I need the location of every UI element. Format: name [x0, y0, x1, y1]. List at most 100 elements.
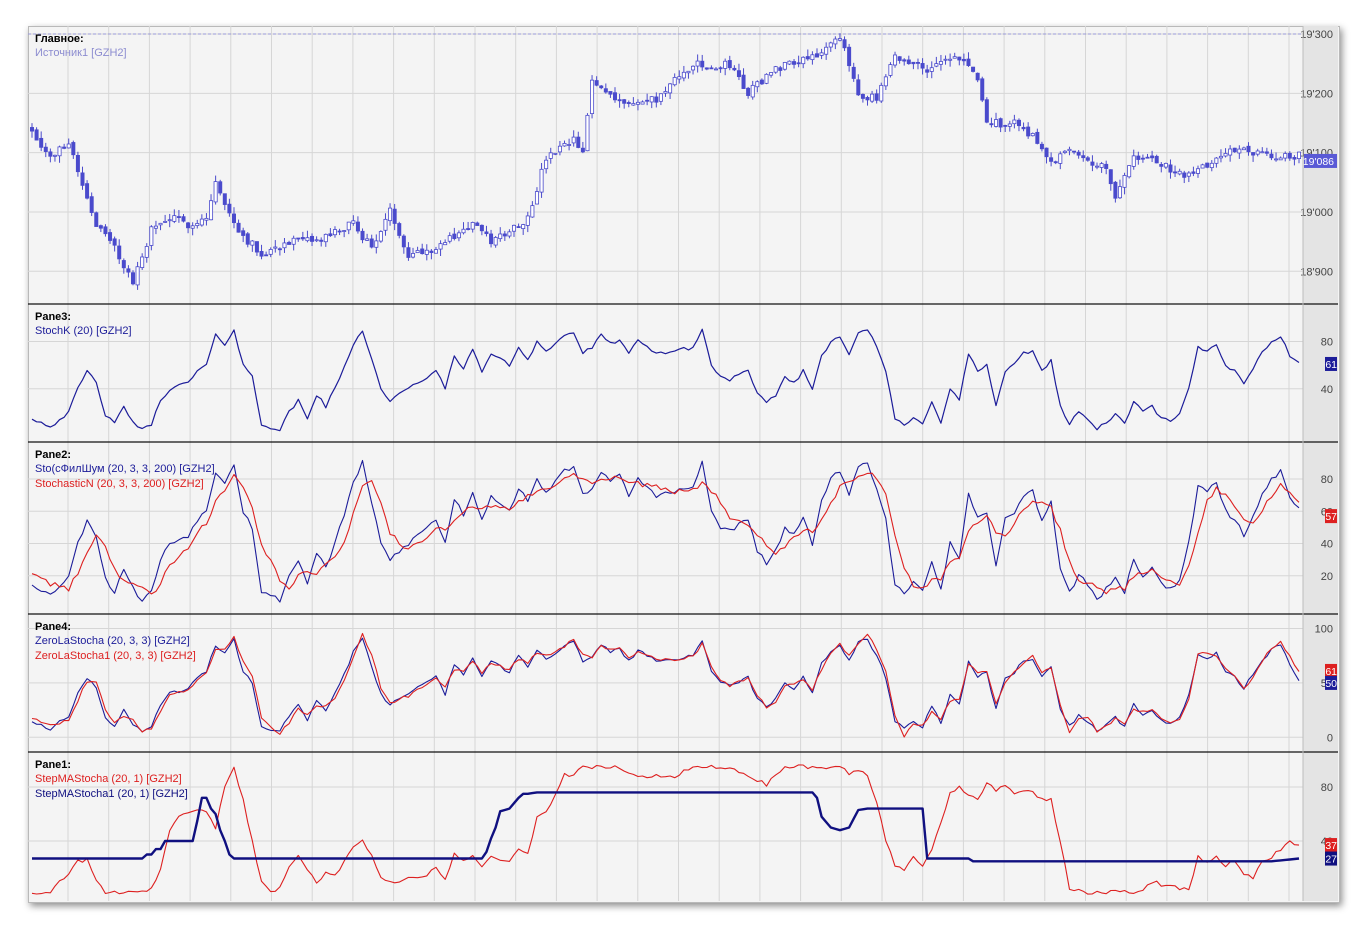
candle-body: [1136, 155, 1141, 160]
candle-body: [590, 79, 595, 114]
chart-canvas: 18'90019'00019'10019'20019'30019'086Глав…: [28, 26, 1338, 901]
candle-body: [691, 65, 696, 71]
pane-title: Pane3:: [35, 311, 71, 323]
candle-body: [833, 38, 838, 45]
candle-body: [1159, 164, 1164, 167]
series-line-sto-20-3-3-200-gzh2: [31, 459, 1300, 603]
legend-entry: StepMAStocha1 (20, 1) [GZH2]: [35, 788, 188, 800]
candle-body: [342, 230, 347, 232]
candle-body: [346, 221, 351, 231]
candle-body: [764, 73, 769, 84]
candle-body: [1049, 157, 1054, 162]
y-tick-label: 0: [1327, 732, 1333, 744]
y-tick-label: 80: [1321, 782, 1333, 794]
y-tick-label: 19'200: [1300, 88, 1333, 100]
candle-body: [870, 93, 875, 102]
candle-body: [672, 77, 677, 86]
candle-body: [1274, 158, 1279, 161]
candle-body: [732, 67, 737, 71]
candle-body: [755, 81, 760, 88]
candle-body: [1191, 171, 1196, 174]
candle-body: [906, 59, 911, 65]
candle-body: [406, 247, 411, 258]
series-line-stochasticn-20-3-3-200-gzh2: [31, 472, 1300, 595]
candle-body: [1232, 147, 1237, 153]
candle-body: [530, 205, 535, 218]
candle-body: [879, 84, 884, 102]
candle-body: [893, 54, 898, 66]
candle-body: [640, 101, 645, 105]
candle-body: [544, 159, 549, 170]
candle-body: [1168, 164, 1173, 173]
legend-entry: StochK (20) [GZH2]: [35, 325, 132, 337]
candle-body: [186, 222, 191, 229]
candle-body: [172, 215, 177, 222]
candle-body: [1246, 145, 1251, 153]
y-tick-label: 20: [1321, 571, 1333, 583]
candle-body: [599, 85, 604, 89]
candle-body: [1012, 119, 1017, 125]
candle-body: [557, 145, 562, 153]
candle-body: [888, 64, 893, 76]
candle-body: [337, 230, 342, 233]
candle-body: [254, 241, 259, 253]
candle-body: [865, 97, 870, 101]
candle-body: [466, 228, 471, 230]
candle-body: [484, 231, 489, 235]
y-axis-strip: [1303, 304, 1338, 442]
candle-body: [741, 74, 746, 89]
candle-body: [1278, 157, 1283, 161]
candle-body: [1223, 153, 1228, 157]
candle-body: [805, 56, 810, 60]
last-value-label: 27: [1325, 854, 1337, 866]
candle-body: [1122, 175, 1127, 188]
candle-body: [420, 248, 425, 255]
pane-title: Pane1:: [35, 759, 71, 771]
candle-body: [1186, 172, 1191, 177]
candle-body: [576, 136, 581, 148]
candle-body: [718, 67, 723, 70]
candle-body: [686, 70, 691, 74]
pane-pane1: 40803727Pane1:StepMAStocha (20, 1) [GZH2…: [28, 751, 1338, 901]
candle-body: [1081, 155, 1086, 159]
candle-body: [360, 230, 365, 241]
candle-body: [52, 154, 57, 157]
candle-body: [1228, 148, 1233, 156]
legend-entry: StochasticN (20, 3, 3, 200) [GZH2]: [35, 478, 204, 490]
last-value-badge: [1304, 153, 1337, 168]
candle-body: [773, 66, 778, 73]
candle-body: [383, 218, 388, 231]
candle-body: [43, 146, 48, 152]
candle-body: [314, 239, 319, 242]
candle-body: [80, 172, 85, 186]
candle-body: [39, 137, 44, 148]
candle-body: [746, 87, 751, 96]
pane-title: Pane2:: [35, 449, 71, 461]
candle-body: [75, 155, 80, 173]
last-value-label: 19'086: [1303, 156, 1334, 168]
candle-body: [842, 39, 847, 49]
candle-body: [158, 222, 163, 226]
candle-body: [153, 225, 158, 229]
candle-body: [199, 218, 204, 226]
series-line-stepmastocha-20-1-gzh2: [31, 764, 1300, 895]
candle-body: [1218, 155, 1223, 159]
candle-body: [971, 66, 976, 72]
candle-body: [1287, 152, 1292, 159]
candle-body: [461, 228, 466, 234]
candle-body: [1214, 157, 1219, 164]
candle-body: [190, 225, 195, 229]
y-tick-label: 18'900: [1300, 266, 1333, 278]
candle-body: [287, 241, 292, 245]
y-axis-strip: [1303, 442, 1338, 614]
candle-body: [351, 220, 356, 224]
candle-body: [438, 243, 443, 250]
candle-body: [626, 102, 631, 104]
candle-body: [998, 118, 1003, 128]
candles: [30, 33, 1302, 290]
series-line-stepmastocha1-20-1-gzh2: [32, 791, 1300, 863]
y-tick-label: 19'300: [1300, 29, 1333, 41]
candle-body: [943, 58, 948, 61]
candle-body: [952, 56, 957, 59]
candle-body: [1140, 157, 1145, 160]
